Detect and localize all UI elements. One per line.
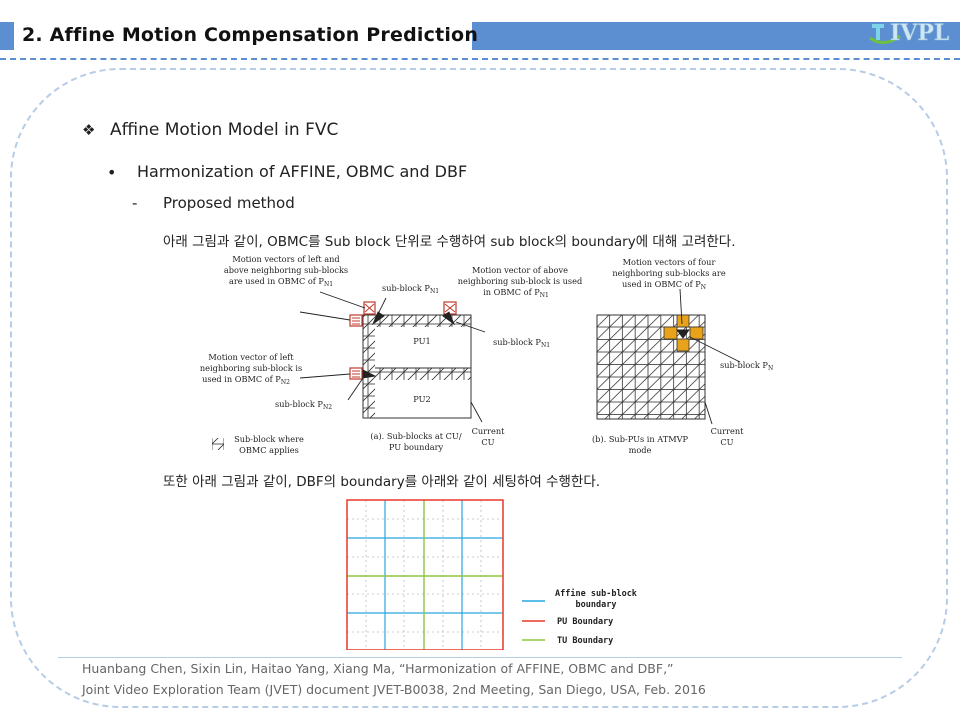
dot-bullet-icon: • bbox=[107, 163, 117, 182]
pu1-label: PU1 bbox=[413, 336, 430, 346]
reference-line-1: Huanbang Chen, Sixin Lin, Haitao Yang, X… bbox=[82, 661, 674, 676]
fig1-label: Current bbox=[711, 426, 744, 436]
fig1-label: sub-block PN bbox=[720, 360, 773, 372]
bullet-level3: Proposed method bbox=[163, 194, 295, 212]
fig1-label: above neighboring sub-blocks bbox=[224, 265, 348, 275]
caption-b: (b). Sub-PUs in ATMVP bbox=[592, 434, 689, 444]
top-row-subblocks bbox=[363, 315, 471, 327]
fig1-label: neighboring sub-blocks are bbox=[612, 268, 725, 278]
reference-divider bbox=[58, 657, 902, 658]
paragraph-dbf: 또한 아래 그림과 같이, DBF의 boundary를 아래와 같이 세팅하여… bbox=[163, 474, 601, 490]
header-accent-left bbox=[0, 22, 14, 50]
fig1-label: sub-block PN1 bbox=[382, 283, 439, 295]
legend-tu: TU Boundary bbox=[557, 636, 613, 646]
fig1-legend: Sub-block where bbox=[234, 434, 304, 444]
dash-bullet: - bbox=[132, 194, 138, 212]
fig1-label: Motion vector of above bbox=[472, 265, 568, 275]
header-divider bbox=[0, 58, 960, 60]
panel-a bbox=[212, 291, 486, 450]
bullet-level2: Harmonization of AFFINE, OBMC and DBF bbox=[137, 162, 468, 181]
fig1-label: neighboring sub-block is bbox=[200, 363, 302, 373]
fig1-label: in OBMC of PN1 bbox=[483, 287, 549, 299]
fig1-label: sub-block PN2 bbox=[275, 399, 332, 411]
content-frame bbox=[10, 68, 948, 708]
legend-pu: PU Boundary bbox=[557, 617, 613, 627]
fig1-label: CU bbox=[481, 437, 494, 447]
fig1-label: CU bbox=[720, 437, 733, 447]
reference-line-2: Joint Video Exploration Team (JVET) docu… bbox=[82, 682, 706, 697]
logo-text: IVPL bbox=[890, 20, 949, 46]
fig1-label: Motion vectors of left and bbox=[232, 254, 339, 264]
fig1-label: Motion vector of left bbox=[208, 352, 294, 362]
bullet-level1: Affine Motion Model in FVC bbox=[110, 120, 339, 140]
ivpl-logo: IVPL bbox=[869, 20, 950, 46]
panel-b bbox=[596, 288, 741, 425]
fig1-label: are used in OBMC of PN1 bbox=[229, 276, 333, 288]
caption-a: PU boundary bbox=[389, 442, 444, 452]
fig1-label: Motion vectors of four bbox=[623, 257, 716, 267]
caption-b: mode bbox=[629, 445, 652, 455]
paragraph-obmc: 아래 그림과 같이, OBMC를 Sub block 단위로 수행하여 sub … bbox=[163, 234, 736, 250]
figure-obmc-subblocks: Motion vectors of left and above neighbo… bbox=[200, 254, 773, 455]
legend-affine: Affine sub-block bbox=[555, 588, 637, 599]
fig1-label: sub-block PN1 bbox=[493, 337, 550, 349]
caption-a: (a). Sub-blocks at CU/ bbox=[370, 431, 461, 441]
fig1-legend: OBMC applies bbox=[239, 445, 299, 455]
fig1-label: used in OBMC of PN2 bbox=[202, 374, 290, 386]
slide-title: 2. Affine Motion Compensation Prediction bbox=[22, 24, 479, 46]
fig1-label: neighboring sub-block is used bbox=[458, 276, 582, 286]
diamond-bullet-icon: ❖ bbox=[82, 121, 96, 139]
figure-dbf-boundaries: Affine sub-block boundary PU Boundary TU… bbox=[346, 499, 637, 650]
pu2-label: PU2 bbox=[413, 394, 430, 404]
pu-boundary-row bbox=[375, 368, 471, 380]
legend-affine: boundary bbox=[576, 600, 617, 610]
fig1-label: used in OBMC of PN bbox=[622, 279, 706, 291]
fig1-label: Current bbox=[472, 426, 505, 436]
